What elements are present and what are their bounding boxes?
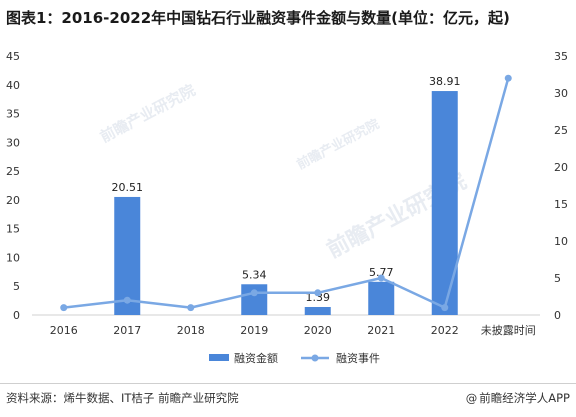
bar-data-label: 5.34 bbox=[242, 268, 267, 281]
y-left-tick-label: 15 bbox=[6, 223, 20, 236]
source-note: 资料来源：烯牛数据、IT桔子 前瞻产业研究院 bbox=[6, 391, 239, 405]
y-right-tick-label: 30 bbox=[554, 87, 568, 100]
y-right-tick-label: 5 bbox=[554, 272, 561, 285]
legend-line-marker bbox=[311, 354, 319, 362]
y-right-tick-label: 0 bbox=[554, 309, 561, 322]
bar-data-label: 1.39 bbox=[306, 291, 331, 304]
footer: 资料来源：烯牛数据、IT桔子 前瞻产业研究院 @ 前瞻经济学人APP bbox=[0, 383, 576, 417]
line-point bbox=[123, 296, 131, 304]
y-left-tick-label: 20 bbox=[6, 194, 20, 207]
legend-bar-swatch bbox=[209, 354, 229, 361]
brand-at-symbol: @ bbox=[465, 391, 478, 405]
y-left-tick-label: 10 bbox=[6, 251, 20, 264]
x-tick-label: 2017 bbox=[113, 324, 141, 337]
bars-layer: 20.51 5.34 1.39 5.77 38.91 bbox=[112, 75, 461, 315]
brand-credit: @ 前瞻经济学人APP bbox=[466, 390, 570, 406]
x-tick-label: 2016 bbox=[50, 324, 78, 337]
y-right-tick-label: 25 bbox=[554, 124, 568, 137]
x-tick-label: 未披露时间 bbox=[481, 323, 536, 337]
bar bbox=[431, 91, 458, 315]
line-point bbox=[377, 274, 385, 282]
chart-title: 图表1：2016-2022年中国钻石行业融资事件金额与数量(单位：亿元，起) bbox=[6, 9, 510, 27]
line-point bbox=[314, 289, 322, 297]
line-layer bbox=[60, 74, 512, 312]
y-left-tick-label: 40 bbox=[6, 79, 20, 92]
bar bbox=[368, 281, 395, 315]
watermark-text: 前瞻产业研究院 bbox=[294, 116, 382, 173]
x-tick-label: 2020 bbox=[304, 324, 332, 337]
line-point bbox=[250, 289, 258, 297]
y-left-tick-label: 30 bbox=[6, 136, 20, 149]
x-tick-label: 2021 bbox=[367, 324, 395, 337]
x-tick-label: 2019 bbox=[240, 324, 268, 337]
line-point bbox=[60, 304, 68, 312]
y-right-tick-label: 15 bbox=[554, 198, 568, 211]
y-right-tick-label: 20 bbox=[554, 161, 568, 174]
chart-legend: 融资金额 融资事件 bbox=[209, 351, 380, 365]
bar-data-label: 5.77 bbox=[369, 266, 394, 279]
line-point bbox=[187, 304, 195, 312]
line-point bbox=[441, 304, 449, 312]
legend-label: 融资事件 bbox=[336, 352, 380, 365]
y-right-tick-label: 10 bbox=[554, 235, 568, 248]
bar bbox=[241, 284, 268, 315]
brand-name: 前瞻经济学人APP bbox=[479, 391, 570, 405]
y-left-tick-label: 35 bbox=[6, 108, 20, 121]
watermark-text: 前瞻产业研究院 bbox=[97, 81, 198, 146]
bar-data-label: 38.91 bbox=[429, 75, 461, 88]
bar bbox=[114, 196, 141, 315]
y-left-tick-label: 45 bbox=[6, 50, 20, 63]
bar bbox=[304, 306, 331, 315]
y-left-tick-label: 5 bbox=[13, 280, 20, 293]
x-tick-label: 2022 bbox=[431, 324, 459, 337]
legend-label: 融资金额 bbox=[234, 351, 278, 365]
series-line bbox=[63, 77, 510, 309]
chart-area: 前瞻产业研究院 前瞻产业研究院 前瞻产业研究院 0 5 10 15 20 25 30 35 40 45… bbox=[6, 50, 568, 365]
y-left-tick-label: 25 bbox=[6, 165, 20, 178]
x-tick-label: 2018 bbox=[177, 324, 205, 337]
y-left-tick-label: 0 bbox=[13, 309, 20, 322]
line-point bbox=[504, 74, 512, 82]
y-right-tick-label: 35 bbox=[554, 50, 568, 63]
bar-data-label: 20.51 bbox=[112, 181, 144, 194]
